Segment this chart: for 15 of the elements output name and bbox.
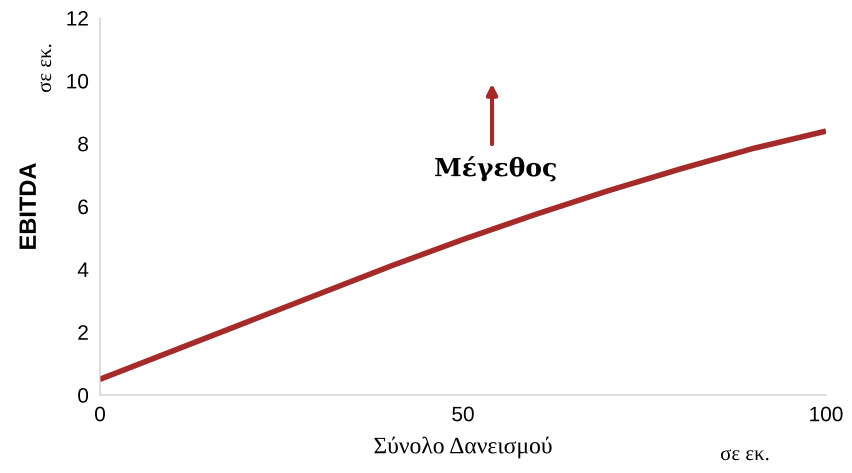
y-tick-label: 0 (78, 388, 88, 403)
y-tick-label: 2 (78, 325, 88, 340)
x-axis-title: Σύνολο Δανεισμού (374, 436, 552, 458)
y-tick-label: 10 (67, 74, 88, 89)
y-axis-title: EBITDA (20, 163, 36, 249)
text: σε εκ. (720, 449, 768, 460)
y-tick-label: 8 (78, 136, 88, 152)
x-tick-label: 0 (95, 406, 105, 422)
text: σε εκ. (40, 44, 52, 92)
y-tick-label: 4 (78, 262, 88, 277)
y-tick-label: 12 (67, 11, 88, 26)
x-tick-label: 50 (452, 406, 474, 422)
annotation: Μέγεθος (435, 156, 556, 182)
y-tick-label: 6 (78, 200, 88, 214)
x-tick-label: 100 (810, 406, 843, 422)
